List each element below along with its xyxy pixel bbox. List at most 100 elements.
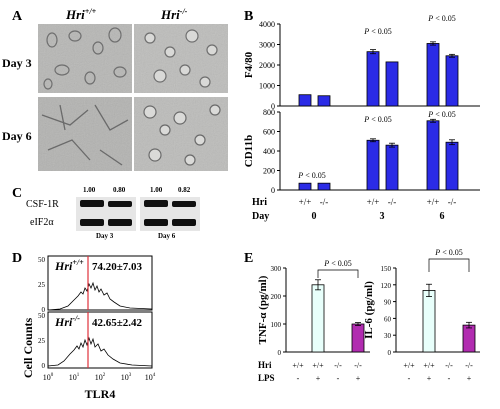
p-value-annotation: P < 0.05 — [434, 248, 462, 257]
significance-bracket — [317, 269, 359, 278]
p-value-annotation: P < 0.05 — [363, 27, 391, 36]
panel-a-label: A — [12, 9, 23, 24]
micrograph-ko-day6 — [134, 97, 228, 171]
significance-bracket — [428, 258, 470, 272]
svg-text:50: 50 — [38, 312, 46, 320]
day-label: 3 — [380, 211, 385, 222]
bar — [385, 61, 399, 107]
day-label: 0 — [312, 211, 317, 222]
genotype-label: -/- — [388, 197, 397, 207]
chart-f4-80: 0 1000 2000 3000 4000 F4/80 P < 0.05 P < 0.05 — [243, 14, 480, 111]
micrograph-wt-day6 — [38, 97, 132, 171]
d-yticks: 0 25 50 0 25 50 — [38, 256, 46, 370]
y-axis-label: IL-6 (pg/ml) — [363, 281, 375, 339]
day-label: 6 — [440, 211, 445, 222]
hri-label: +/+ — [423, 361, 435, 370]
bar — [445, 141, 459, 191]
hri-label: +/+ — [312, 361, 324, 370]
p-value-annotation: P < 0.05 — [427, 110, 455, 119]
ratio-2: 0.80 — [113, 186, 126, 194]
svg-text:0: 0 — [42, 306, 46, 314]
panel-e-label: E — [244, 251, 253, 266]
lps-label: - — [297, 374, 300, 383]
y-tick-label: 1000 — [259, 82, 275, 91]
lps-label: + — [356, 374, 361, 383]
bar — [445, 55, 459, 107]
genotype-label: +/+ — [427, 197, 440, 207]
panel-d-label: D — [12, 251, 22, 266]
bar — [462, 324, 476, 353]
svg-text:25: 25 — [38, 337, 46, 345]
y-axis-label: CD11b — [243, 135, 255, 167]
svg-text:50: 50 — [38, 256, 46, 264]
bar — [298, 182, 312, 191]
genotype-label: +/+ — [299, 197, 312, 207]
bar — [426, 43, 440, 107]
blot-bands — [80, 200, 196, 226]
ratio-3: 1.00 — [150, 186, 163, 194]
svg-text:102: 102 — [95, 373, 106, 382]
bar — [366, 139, 380, 191]
hri-label: -/- — [354, 361, 362, 370]
row-label-hri: Hri — [252, 197, 267, 208]
d-top-value: 74.20±7.03 — [92, 261, 143, 273]
blot-day6-label: Day 6 — [158, 232, 176, 240]
bar — [422, 289, 436, 353]
chart-cd11b: 0 200 400 600 800 CD11b P < 0.05 P < 0.05 P < 0.… — [243, 108, 480, 222]
hist-top-curve — [47, 281, 153, 311]
svg-text:25: 25 — [38, 281, 46, 289]
y-tick-label: 0 — [271, 102, 275, 111]
y-tick-label: 800 — [263, 108, 275, 117]
p-value-annotation: P < 0.05 — [427, 14, 455, 23]
ratio-4: 0.82 — [178, 186, 191, 194]
d-xlabel: TLR4 — [85, 387, 116, 401]
bar — [311, 284, 325, 353]
hist-bottom-curve — [47, 336, 153, 367]
y-tick-label: 100 — [271, 321, 282, 329]
y-tick-label: 600 — [263, 128, 275, 137]
p-value-annotation: P < 0.05 — [297, 171, 325, 180]
svg-text:100: 100 — [43, 373, 54, 382]
lps-label: + — [467, 374, 472, 383]
row-label-day3: Day 3 — [2, 56, 32, 70]
y-tick-label: 150 — [381, 265, 392, 273]
bar — [366, 51, 380, 107]
y-tick-label: 4000 — [259, 20, 275, 29]
band-label-eif2a: eIF2α — [30, 217, 54, 228]
y-tick-label: 3000 — [259, 41, 275, 50]
hri-label: -/- — [445, 361, 453, 370]
hri-label: +/+ — [292, 361, 304, 370]
hri-label: -/- — [334, 361, 342, 370]
lps-label: - — [448, 374, 451, 383]
micrograph-ko-day3 — [134, 24, 228, 93]
y-tick-label: 200 — [263, 167, 275, 176]
genotype-label: -/- — [448, 197, 457, 207]
row-label-day6: Day 6 — [2, 129, 32, 143]
blot-day3-label: Day 3 — [96, 232, 114, 240]
y-tick-label: 30 — [384, 332, 392, 340]
d-top-genotype: Hri+/+ — [54, 258, 84, 273]
lps-label: - — [408, 374, 411, 383]
y-tick-label: 60 — [384, 315, 392, 323]
d-bottom-value: 42.65±2.42 — [92, 317, 143, 329]
hri-label: -/- — [465, 361, 473, 370]
lps-label: + — [316, 374, 321, 383]
svg-text:103: 103 — [121, 373, 132, 382]
panel-b-label: B — [244, 9, 253, 24]
row-label-day: Day — [252, 211, 269, 222]
y-axis-label: TNF-α (pg/ml) — [257, 275, 269, 344]
col-header-ko: Hri-/- — [160, 7, 188, 22]
hri-label: +/+ — [403, 361, 415, 370]
bar — [426, 120, 440, 191]
col-header-wt: Hri+/+ — [65, 7, 97, 22]
svg-text:104: 104 — [145, 373, 156, 382]
d-ylabel: Cell Counts — [21, 318, 35, 379]
d-bottom-genotype: Hri-/- — [54, 314, 80, 329]
panel-a: A Hri+/+ Hri-/- Day 3 Day 6 — [2, 7, 228, 171]
svg-text:0: 0 — [42, 362, 46, 370]
y-tick-label: 90 — [384, 299, 392, 307]
y-tick-label: 120 — [381, 282, 392, 290]
